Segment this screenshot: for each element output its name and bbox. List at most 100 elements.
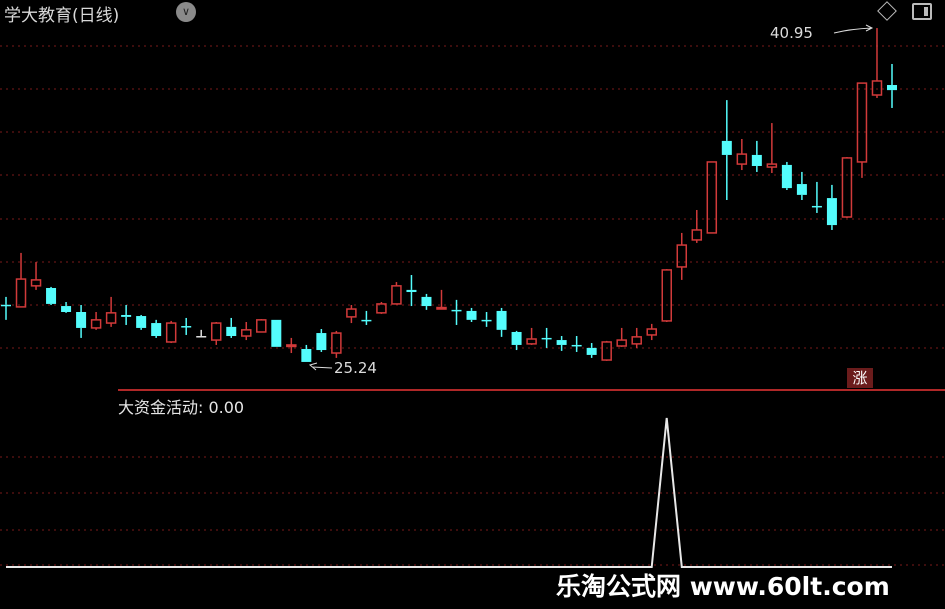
candle-body — [136, 316, 147, 328]
rise-badge: 涨 — [847, 368, 873, 388]
candle — [871, 28, 883, 98]
candle — [30, 262, 42, 290]
candle — [856, 82, 868, 178]
candle — [511, 330, 522, 351]
candle — [376, 302, 387, 314]
candle — [331, 330, 342, 358]
candle — [826, 184, 837, 230]
candle — [241, 321, 252, 341]
candle-body — [30, 279, 42, 287]
candle — [586, 343, 597, 358]
candle-body — [436, 306, 447, 310]
candle — [631, 327, 642, 348]
candle-body — [241, 329, 252, 337]
candle — [105, 296, 117, 327]
candle — [15, 252, 27, 308]
candle — [811, 181, 822, 213]
candle-body — [196, 336, 207, 338]
candle-body — [451, 309, 462, 312]
candle — [721, 100, 732, 200]
candle-body — [406, 289, 417, 293]
candle — [346, 304, 357, 324]
candle-body — [811, 205, 822, 208]
candle — [286, 337, 297, 354]
candle — [61, 302, 72, 313]
candle — [481, 312, 492, 327]
candle — [256, 319, 267, 333]
max-arrow-icon — [833, 24, 874, 34]
candle-body — [706, 161, 718, 234]
candle-body — [361, 319, 372, 322]
candle — [316, 329, 327, 352]
candle-body — [556, 340, 567, 345]
candle-body — [736, 153, 748, 165]
candle-body — [781, 164, 792, 189]
candle-body — [286, 344, 297, 348]
candle-body — [646, 328, 657, 336]
candle-body — [751, 154, 762, 166]
candle — [1, 296, 11, 320]
candle-body — [181, 326, 192, 328]
candle-body — [676, 244, 688, 268]
candle — [751, 140, 762, 172]
candle — [736, 138, 748, 171]
chart-title: 学大教育(日线) — [4, 6, 120, 26]
watermark: 乐淘公式网 www.60lt.com — [552, 568, 945, 609]
candle — [76, 304, 87, 338]
candle-body — [76, 312, 87, 328]
candle — [571, 336, 582, 352]
candle — [691, 209, 703, 243]
candle-body — [481, 319, 492, 322]
candle — [301, 344, 312, 362]
indicator-label: 大资金活动: 0.00 — [118, 398, 245, 417]
candle — [841, 157, 853, 219]
candle-body — [601, 341, 612, 361]
indicator-line — [6, 417, 892, 568]
candle-body — [496, 310, 507, 330]
candle — [46, 286, 57, 305]
candle — [361, 310, 372, 325]
candle-body — [511, 331, 522, 345]
candle — [766, 123, 778, 174]
candle — [646, 323, 657, 341]
candle-body — [331, 332, 342, 354]
candle-body — [210, 322, 222, 341]
candle-body — [271, 319, 282, 347]
candle — [90, 312, 102, 330]
candle-body — [46, 287, 57, 304]
candle-body — [391, 285, 402, 305]
candle — [271, 319, 282, 347]
candle-body — [90, 319, 102, 329]
candle-body — [526, 338, 537, 345]
price-annotations: 40.95 25.24 — [308, 24, 874, 377]
min-price-label: 25.24 — [334, 359, 377, 377]
candle-body — [346, 308, 357, 318]
candle-body — [871, 80, 883, 96]
candle — [556, 336, 567, 351]
candle — [781, 161, 792, 191]
candle-body — [151, 323, 162, 337]
candle — [796, 171, 807, 200]
candle-body — [796, 184, 807, 195]
candles — [1, 28, 897, 362]
candle-body — [376, 303, 387, 314]
candle — [210, 321, 222, 345]
candle — [887, 63, 897, 108]
candle-body — [541, 337, 552, 340]
candle — [601, 340, 612, 361]
candle-body — [421, 296, 432, 307]
candle-body — [616, 339, 627, 347]
candle-body — [721, 140, 732, 155]
candle-body — [1, 304, 11, 307]
candle — [676, 232, 688, 280]
candle-body — [887, 85, 897, 91]
candle-body — [586, 347, 597, 355]
candle-body — [856, 82, 868, 163]
candle-body — [165, 322, 177, 343]
candle-body — [61, 306, 72, 312]
max-price-label: 40.95 — [770, 24, 813, 42]
window-toggle-icon[interactable] — [912, 3, 932, 20]
chevron-down-icon[interactable]: ∨ — [176, 2, 196, 22]
